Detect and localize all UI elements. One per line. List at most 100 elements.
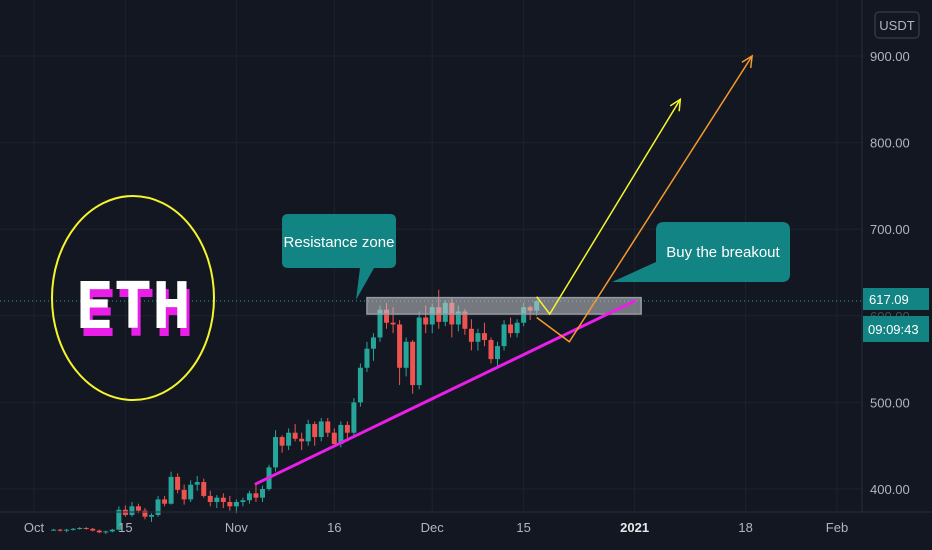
candle[interactable] [175, 473, 181, 494]
candle[interactable] [253, 484, 259, 502]
candle[interactable] [286, 428, 292, 451]
candle-body [246, 493, 252, 501]
candle[interactable] [77, 527, 83, 530]
support-trendline[interactable] [254, 299, 637, 486]
currency-badge[interactable]: USDT [874, 11, 920, 39]
candle[interactable] [246, 490, 252, 504]
candle[interactable] [279, 435, 285, 453]
candle[interactable] [51, 528, 57, 531]
candle[interactable] [325, 417, 331, 438]
candle-body [514, 322, 520, 334]
candle[interactable] [312, 421, 318, 446]
candle-body [429, 307, 435, 325]
time-tick-label: 16 [327, 520, 341, 535]
countdown-label: 09:09:43 [868, 322, 919, 337]
candle[interactable] [481, 322, 487, 347]
orange-projection[interactable] [536, 55, 753, 343]
candle[interactable] [475, 328, 481, 351]
currency-label: USDT [879, 18, 914, 33]
candle[interactable] [168, 471, 174, 505]
candle-body [188, 484, 194, 500]
candle[interactable] [96, 529, 102, 534]
candle[interactable] [488, 337, 494, 364]
candle[interactable] [194, 476, 200, 491]
candle[interactable] [214, 495, 220, 509]
candle-body [168, 476, 174, 504]
candle-body [410, 341, 416, 386]
candle-body [312, 424, 318, 438]
candle[interactable] [259, 485, 265, 502]
resistance-zone-bubble [282, 214, 396, 300]
currency-badge-frame [874, 11, 920, 39]
candle[interactable] [292, 424, 298, 442]
time-tick-label: Dec [421, 520, 445, 535]
candle[interactable] [70, 527, 76, 531]
resistance-zone-callout[interactable]: Resistance zone [282, 214, 396, 300]
candle[interactable] [162, 495, 168, 507]
candle[interactable] [207, 490, 213, 507]
candle[interactable] [116, 506, 122, 531]
candle-body [462, 311, 468, 329]
yellow-projection-head [669, 97, 682, 112]
candle[interactable] [508, 317, 514, 338]
candle[interactable] [364, 341, 370, 373]
candle[interactable] [403, 337, 409, 377]
candle[interactable] [227, 495, 233, 511]
candle[interactable] [149, 513, 155, 522]
candle-body [325, 421, 331, 433]
candle[interactable] [129, 501, 135, 517]
candle-body [214, 497, 220, 502]
candle-body [51, 529, 57, 531]
price-tick-label: 900.00 [870, 49, 910, 64]
candle[interactable] [83, 527, 89, 530]
candle-body [370, 337, 376, 349]
candle-body [423, 317, 429, 325]
candle[interactable] [397, 320, 403, 386]
candle[interactable] [331, 428, 337, 448]
candle-body [181, 489, 187, 500]
candle[interactable] [410, 340, 416, 394]
candle[interactable] [188, 480, 194, 502]
candle[interactable] [220, 493, 226, 509]
yellow-projection[interactable] [536, 98, 681, 316]
candle-body [90, 528, 96, 531]
candle-body [103, 531, 109, 533]
candle[interactable] [90, 527, 96, 532]
candle[interactable] [64, 528, 70, 533]
candle-body [96, 530, 102, 533]
candle-body [227, 501, 233, 507]
price-scale[interactable]: 400.00 500.00 700.00 800.00 900.00 [861, 0, 910, 512]
candle[interactable] [416, 311, 422, 390]
candle-body [83, 527, 89, 529]
candle[interactable] [155, 495, 161, 517]
candle[interactable] [273, 430, 279, 472]
candle-body [142, 510, 148, 517]
candle[interactable] [357, 363, 363, 407]
candle[interactable] [233, 499, 239, 514]
time-axis[interactable]: Oct 15 Nov 16 Dec 15 2021 18 Feb [0, 511, 932, 535]
resistance-zone-box[interactable] [366, 296, 642, 315]
candle[interactable] [109, 528, 115, 533]
candle[interactable] [318, 417, 324, 442]
candle[interactable] [305, 419, 311, 446]
candle[interactable] [351, 398, 357, 436]
candle[interactable] [370, 333, 376, 361]
candle[interactable] [181, 484, 187, 505]
candle[interactable] [103, 530, 109, 535]
candle[interactable] [142, 508, 148, 520]
last-price-badge [863, 288, 929, 310]
candle[interactable] [201, 478, 207, 498]
drawings[interactable] [0, 54, 862, 486]
candle[interactable] [495, 341, 501, 368]
buy-breakout-callout[interactable]: Buy the breakout [612, 222, 790, 282]
candle-body [377, 309, 383, 338]
candle[interactable] [501, 320, 507, 351]
candle[interactable] [468, 319, 474, 351]
candle-body [351, 402, 357, 433]
candle[interactable] [240, 497, 246, 507]
candle[interactable] [514, 319, 520, 338]
candle[interactable] [57, 528, 63, 532]
time-tick-label: Oct [24, 520, 45, 535]
candle[interactable] [299, 432, 305, 451]
